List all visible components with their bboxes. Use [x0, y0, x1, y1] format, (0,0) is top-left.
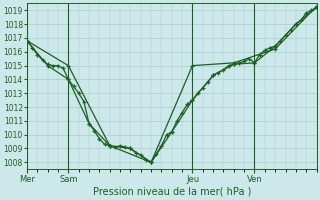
X-axis label: Pression niveau de la mer( hPa ): Pression niveau de la mer( hPa ) — [92, 187, 251, 197]
